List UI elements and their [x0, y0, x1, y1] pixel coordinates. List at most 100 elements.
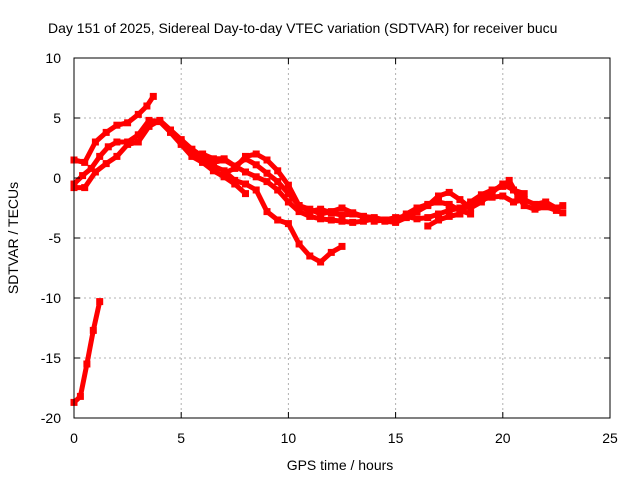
data-point	[242, 180, 249, 188]
data-point	[143, 102, 151, 110]
grid	[74, 58, 610, 418]
x-axis-label: GPS time / hours	[287, 457, 394, 473]
data-point	[392, 214, 400, 222]
data-point	[252, 173, 260, 181]
series-line-satellite-track-1	[71, 299, 103, 405]
data-point	[359, 217, 367, 225]
data-point	[220, 155, 228, 163]
data-point	[263, 208, 271, 216]
data-point	[149, 92, 157, 100]
y-tick-label: 10	[45, 50, 61, 66]
data-point	[559, 209, 567, 217]
data-point	[96, 298, 104, 306]
data-point	[284, 198, 292, 206]
data-point	[242, 152, 249, 160]
data-point	[124, 140, 132, 148]
data-point	[520, 202, 528, 210]
data-point	[477, 196, 485, 204]
y-tick-label: -10	[41, 290, 61, 306]
data-point	[113, 152, 121, 160]
data-point	[445, 206, 453, 214]
data-point	[327, 216, 335, 224]
data-point	[542, 203, 550, 211]
data-point	[274, 216, 282, 224]
data-point	[274, 186, 282, 194]
data-point	[317, 215, 325, 223]
data-point	[327, 248, 335, 256]
data-point	[274, 167, 282, 175]
data-point	[306, 252, 314, 260]
data-point	[284, 181, 292, 189]
data-point	[424, 214, 432, 222]
data-point	[467, 204, 475, 212]
data-point	[402, 212, 410, 220]
data-point	[445, 212, 453, 220]
data-point	[83, 360, 91, 368]
data-point	[456, 204, 464, 212]
data-point	[284, 190, 292, 198]
data-point	[145, 116, 153, 124]
data-point	[199, 150, 207, 158]
data-point	[177, 136, 185, 144]
data-point	[91, 138, 99, 146]
data-point	[124, 119, 132, 127]
data-point	[145, 122, 153, 130]
data-point	[263, 156, 271, 164]
data-point	[381, 216, 389, 224]
data-point	[445, 188, 453, 196]
data-point	[252, 186, 260, 194]
data-point	[552, 206, 560, 214]
data-point	[413, 208, 421, 216]
data-point	[252, 150, 260, 158]
data-point	[306, 212, 314, 220]
data-point	[424, 202, 432, 210]
data-point	[467, 198, 475, 206]
data-point	[542, 198, 550, 206]
x-tick-label: 0	[70, 430, 78, 446]
data-point	[317, 210, 325, 218]
y-tick-label: -15	[41, 350, 61, 366]
data-point	[134, 110, 142, 118]
data-point	[284, 220, 292, 228]
data-point	[338, 217, 346, 225]
y-axis-label: SDTVAR / TECUs	[5, 182, 21, 294]
data-point	[263, 169, 271, 177]
data-point	[231, 180, 239, 188]
data-point	[231, 164, 239, 172]
data-point	[424, 222, 432, 230]
data-point	[76, 392, 84, 400]
data-point	[96, 152, 104, 160]
data-point	[467, 210, 475, 218]
data-point	[188, 145, 196, 153]
data-point	[231, 176, 239, 184]
data-point	[392, 218, 400, 226]
data-point	[134, 138, 142, 146]
data-point	[317, 258, 325, 266]
data-point	[79, 172, 87, 180]
data-point	[242, 168, 249, 176]
data-point	[209, 167, 217, 175]
data-point	[81, 158, 89, 166]
data-point	[220, 169, 228, 177]
series-group	[70, 92, 567, 406]
y-tick-label: -5	[49, 230, 62, 246]
data-point	[435, 192, 442, 200]
data-point	[531, 200, 539, 208]
data-point	[295, 240, 303, 248]
data-point	[199, 157, 207, 165]
data-point	[514, 192, 522, 200]
data-point	[349, 218, 357, 226]
data-point	[113, 121, 121, 129]
data-point	[435, 198, 442, 206]
data-point	[209, 155, 217, 163]
data-point	[359, 212, 367, 220]
data-point	[520, 190, 528, 198]
data-point	[209, 158, 217, 166]
data-point	[91, 168, 99, 176]
y-tick-label: 0	[53, 170, 61, 186]
data-point	[456, 196, 464, 204]
data-point	[220, 173, 228, 181]
data-point	[113, 138, 121, 146]
y-tick-label: -20	[41, 410, 61, 426]
